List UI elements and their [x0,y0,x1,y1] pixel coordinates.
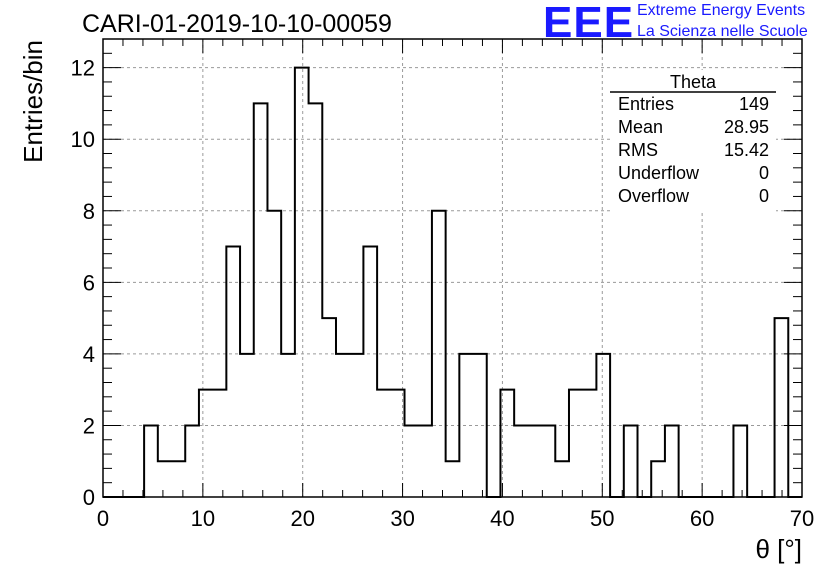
stats-label: Mean [618,117,663,137]
stats-box [610,70,776,212]
stats-label: Entries [618,94,674,114]
stats-value: 0 [759,163,769,183]
stats-value: 0 [759,186,769,206]
stats-label: Overflow [618,186,690,206]
stats-title: Theta [670,72,717,92]
x-tick-label: 40 [490,506,514,531]
logo-line1: Extreme Energy Events [637,2,806,19]
logo-line2: La Scienza nelle Scuole [637,23,808,40]
stats-label: Underflow [618,163,700,183]
y-tick-label: 0 [83,485,95,510]
x-tick-label: 0 [97,506,109,531]
y-tick-label: 8 [83,199,95,224]
y-tick-label: 10 [71,127,95,152]
x-tick-label: 20 [290,506,314,531]
x-tick-label: 30 [390,506,414,531]
y-tick-label: 4 [83,342,95,367]
y-tick-label: 2 [83,413,95,438]
stats-value: 28.95 [724,117,769,137]
chart-title: CARI-01-2019-10-10-00059 [82,10,392,38]
x-tick-label: 10 [191,506,215,531]
x-axis-title: θ [°] [755,534,802,564]
x-tick-label: 50 [590,506,614,531]
y-tick-label: 6 [83,270,95,295]
histogram-series [103,66,802,498]
stats-value: 15.42 [724,140,769,160]
stats-value: 149 [739,94,769,114]
stats-label: RMS [618,140,658,160]
x-tick-label: 60 [690,506,714,531]
y-axis-title: Entries/bin [18,40,48,163]
x-tick-label: 70 [790,506,814,531]
y-tick-label: 12 [71,56,95,81]
